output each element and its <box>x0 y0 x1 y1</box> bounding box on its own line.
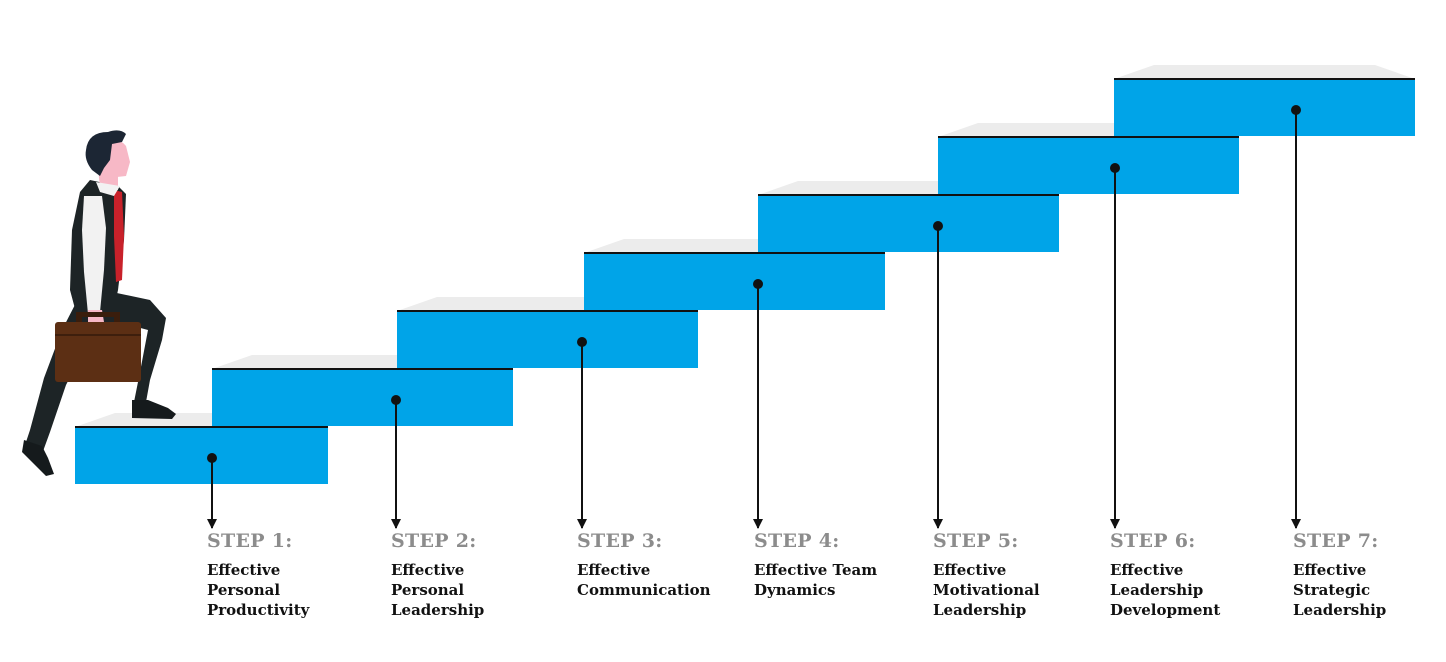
back-shoe-icon <box>22 440 54 476</box>
briefcase-band <box>55 334 141 336</box>
stairs <box>75 65 1415 529</box>
connector-dot <box>933 221 943 231</box>
step-title-line: Leadership <box>1293 601 1387 619</box>
step-title-line: Effective <box>1110 561 1184 579</box>
step-title-line: Personal <box>207 581 281 599</box>
hair <box>85 130 126 176</box>
step-number: STEP 7: <box>1293 530 1379 552</box>
step-number: STEP 2: <box>391 530 477 552</box>
step-number: STEP 6: <box>1110 530 1196 552</box>
step-title-line: Productivity <box>207 601 310 619</box>
stair-step-4 <box>584 239 885 529</box>
step-label-5: STEP 5: Effective Motivational Leadership <box>933 529 1123 620</box>
tie <box>114 190 124 282</box>
step-title: Effective Personal Productivity <box>207 560 397 620</box>
step-number: STEP 4: <box>754 530 840 552</box>
step-title-line: Leadership <box>933 601 1027 619</box>
step-title-line: Effective <box>207 561 281 579</box>
step-title-line: Dynamics <box>754 581 836 599</box>
step-number: STEP 3: <box>577 530 663 552</box>
stair-front-face <box>1114 79 1415 136</box>
step-title: Effective Motivational Leadership <box>933 560 1123 620</box>
step-label-2: STEP 2: Effective Personal Leadership <box>391 529 581 620</box>
step-title: Effective Personal Leadership <box>391 560 581 620</box>
stair-front-face <box>75 427 328 484</box>
step-title: Effective Team Dynamics <box>754 560 944 600</box>
step-title-line: Leadership <box>391 601 485 619</box>
step-label-6: STEP 6: Effective Leadership Development <box>1110 529 1300 620</box>
stair-step-7 <box>1114 65 1415 529</box>
step-title-line: Leadership <box>1110 581 1204 599</box>
stair-step-5 <box>758 181 1059 529</box>
step-title-line: Effective <box>933 561 1007 579</box>
briefcase-handle <box>76 312 120 322</box>
stair-step-1 <box>75 413 328 529</box>
step-label-1: STEP 1: Effective Personal Productivity <box>207 529 397 620</box>
stair-step-6 <box>938 123 1239 529</box>
step-title-line: Effective Team <box>754 561 878 579</box>
step-title-line: Effective <box>391 561 465 579</box>
step-title: Effective Communication <box>577 560 767 600</box>
step-title-line: Personal <box>391 581 465 599</box>
stair-front-face <box>584 253 885 310</box>
collar <box>96 182 120 196</box>
step-number: STEP 1: <box>207 530 293 552</box>
step-label-4: STEP 4: Effective Team Dynamics <box>754 529 944 600</box>
front-shoe-icon <box>132 400 176 419</box>
step-label-3: STEP 3: Effective Communication <box>577 529 767 600</box>
step-title-line: Development <box>1110 601 1221 619</box>
step-title-line: Communication <box>577 581 711 599</box>
step-title-line: Strategic <box>1293 581 1371 599</box>
stair-front-face <box>397 311 698 368</box>
connector-dot <box>1291 105 1301 115</box>
connector-dot <box>391 395 401 405</box>
stair-front-face <box>938 137 1239 194</box>
step-title-line: Effective <box>577 561 651 579</box>
stair-front-face <box>212 369 513 426</box>
connector-dot <box>753 279 763 289</box>
connector-dot <box>577 337 587 347</box>
step-number: STEP 5: <box>933 530 1019 552</box>
step-title: Effective Strategic Leadership <box>1293 560 1446 620</box>
step-title-line: Motivational <box>933 581 1040 599</box>
shirt-sleeve <box>82 196 106 314</box>
connector-dot <box>1110 163 1120 173</box>
stair-top-surface <box>1114 65 1415 79</box>
briefcase-icon <box>55 322 141 382</box>
connector-dot <box>207 453 217 463</box>
step-title-line: Effective <box>1293 561 1367 579</box>
step-title: Effective Leadership Development <box>1110 560 1300 620</box>
step-label-7: STEP 7: Effective Strategic Leadership <box>1293 529 1446 620</box>
stair-front-face <box>758 195 1059 252</box>
businessman-climbing-stairs-icon <box>22 130 176 476</box>
